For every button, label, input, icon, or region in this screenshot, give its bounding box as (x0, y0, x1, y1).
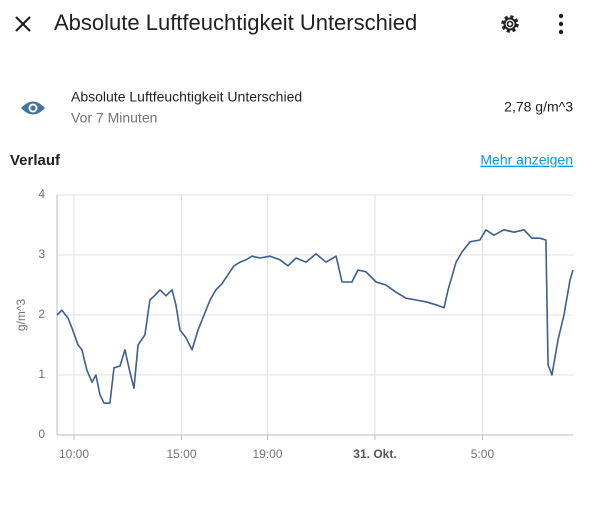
x-tick-label: 19:00 (252, 447, 282, 461)
y-axis-label: g/m^3 (14, 299, 28, 332)
y-tick-label: 0 (38, 427, 45, 441)
entity-name: Absolute Luftfeuchtigkeit Unterschied (71, 89, 302, 105)
more-link[interactable]: Mehr anzeigen (480, 152, 573, 168)
close-button[interactable] (15, 16, 31, 32)
x-tick-label: 10:00 (59, 447, 89, 461)
section-title: Verlauf (10, 152, 61, 169)
entity-state: 2,78 g/m^3 (504, 99, 573, 115)
x-tick-label: 31. Okt. (353, 447, 396, 461)
y-tick-label: 4 (38, 187, 45, 201)
y-tick-label: 1 (38, 367, 45, 381)
menu-button[interactable] (558, 13, 564, 35)
data-line (56, 229, 574, 404)
y-tick-label: 3 (38, 247, 45, 261)
y-tick-label: 2 (38, 307, 45, 321)
dialog-title: Absolute Luftfeuchtigkeit Unterschied (54, 10, 417, 35)
settings-button[interactable] (501, 15, 519, 33)
entity-icon (21, 101, 45, 115)
entity-time: Vor 7 Minuten (71, 110, 157, 126)
x-tick-label: 15:00 (166, 447, 196, 461)
x-tick-label: 5:00 (471, 447, 495, 461)
